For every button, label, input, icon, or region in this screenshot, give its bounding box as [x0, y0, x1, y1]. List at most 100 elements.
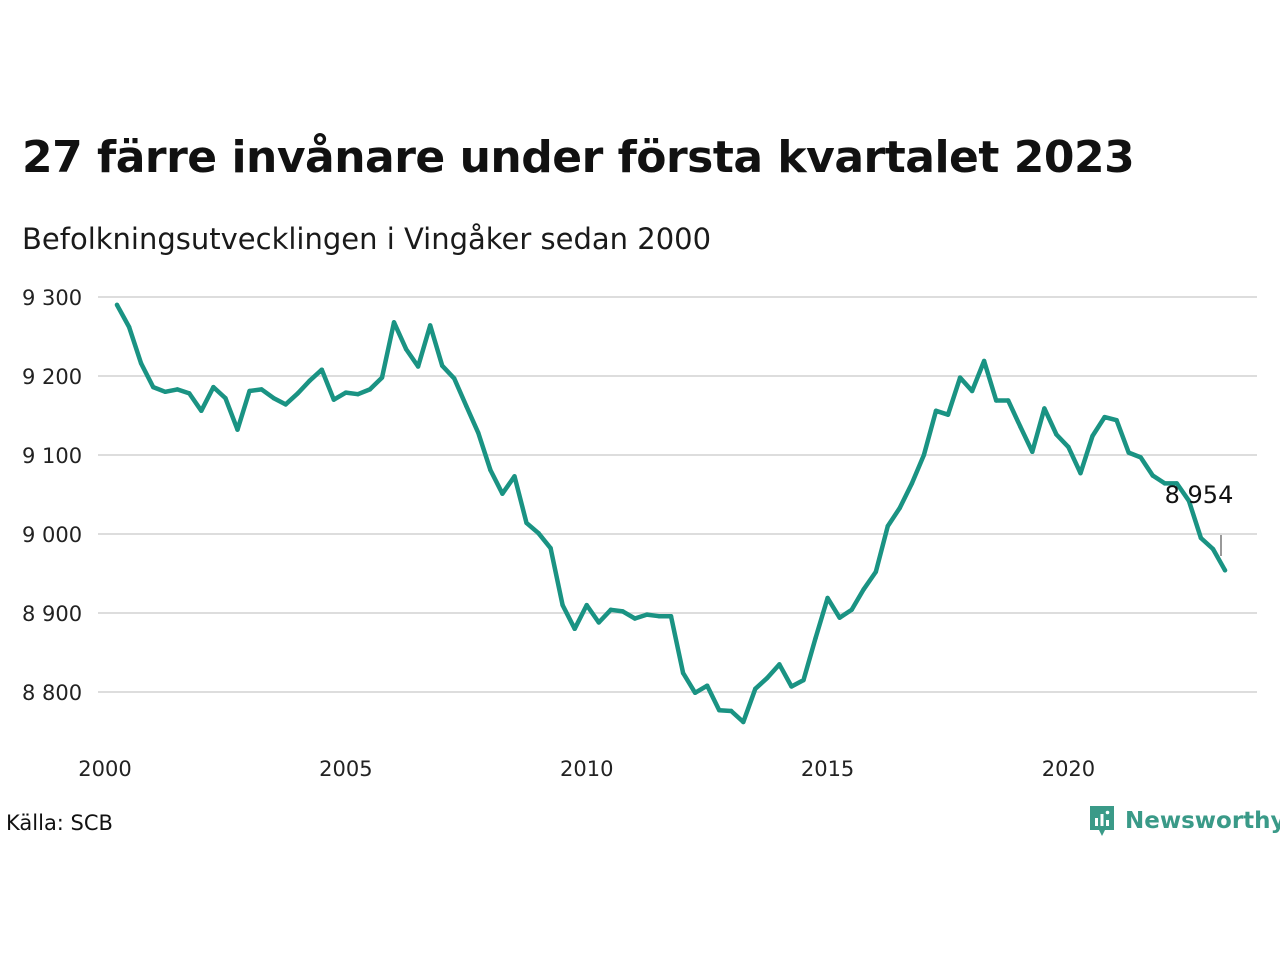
data-point	[1198, 535, 1204, 541]
data-point	[741, 719, 746, 725]
data-point	[391, 320, 397, 325]
data-point	[716, 707, 722, 713]
data-point	[512, 474, 517, 479]
data-point	[295, 391, 300, 396]
data-point	[440, 363, 445, 368]
data-point	[632, 616, 638, 621]
brand-name: Newsworthy	[1125, 808, 1280, 834]
data-points	[114, 302, 1228, 725]
data-point	[608, 607, 614, 613]
data-point	[969, 388, 975, 394]
brand-logo: Newsworthy	[1088, 804, 1280, 838]
y-tick-label: 9 000	[22, 523, 82, 547]
data-point	[114, 302, 120, 308]
data-point	[223, 395, 228, 401]
data-point	[427, 323, 433, 328]
data-point	[415, 364, 421, 369]
data-point	[861, 587, 866, 592]
data-point	[476, 430, 481, 436]
data-point	[163, 389, 168, 394]
data-point	[259, 387, 264, 392]
data-point	[1174, 481, 1180, 486]
data-point	[524, 520, 529, 526]
data-point	[307, 378, 312, 383]
data-point	[1210, 546, 1216, 552]
data-point	[885, 523, 890, 529]
data-point	[945, 412, 951, 417]
data-point	[452, 376, 457, 381]
data-point	[873, 569, 878, 575]
data-point	[548, 546, 553, 551]
data-point	[1066, 444, 1071, 450]
data-point	[957, 375, 963, 380]
data-point	[921, 452, 927, 458]
data-point	[488, 467, 493, 473]
data-point	[1006, 398, 1011, 403]
x-tick-label: 2000	[78, 757, 131, 781]
data-point	[367, 387, 373, 392]
data-point	[644, 612, 650, 617]
chart-subtitle: Befolkningsutvecklingen i Vingåker sedan…	[22, 222, 712, 256]
data-point	[1042, 406, 1047, 411]
data-point	[464, 403, 469, 409]
end-value-label: 8 954	[1165, 481, 1234, 509]
series-layer	[114, 302, 1228, 725]
data-point	[668, 613, 674, 619]
data-point	[500, 491, 505, 496]
source-note: Källa: SCB	[6, 811, 113, 835]
data-point	[283, 402, 288, 407]
x-tick-label: 2005	[319, 757, 372, 781]
data-point	[620, 609, 626, 614]
data-point	[897, 505, 903, 511]
data-point	[1222, 568, 1228, 573]
end-annotation: 8 954	[1165, 481, 1234, 556]
data-point	[656, 613, 662, 619]
data-point	[355, 391, 361, 397]
data-point	[1186, 498, 1192, 504]
data-point	[933, 408, 939, 413]
data-point	[343, 390, 349, 395]
data-point	[789, 684, 794, 689]
data-point	[1054, 432, 1059, 437]
data-point	[801, 677, 806, 683]
data-point	[271, 395, 276, 401]
y-tick-label: 9 200	[22, 365, 82, 389]
data-point	[138, 361, 144, 366]
y-tick-label: 8 800	[22, 681, 82, 705]
x-tick-label: 2020	[1042, 757, 1095, 781]
data-point	[235, 427, 240, 432]
data-point	[813, 636, 818, 641]
data-point	[572, 626, 577, 631]
y-tick-label: 8 900	[22, 602, 82, 626]
data-point	[536, 531, 541, 536]
data-point	[1078, 470, 1083, 476]
data-point	[680, 670, 686, 676]
data-point	[825, 595, 830, 601]
data-point	[765, 675, 770, 680]
data-point	[247, 388, 252, 394]
grid-lines	[98, 296, 1257, 693]
data-point	[1090, 433, 1095, 439]
chart-title: 27 färre invånare under första kvartalet…	[22, 132, 1135, 183]
data-point	[753, 686, 758, 692]
y-axis-tick-labels: 8 800 8 900 9 000 9 100 9 200 9 300	[22, 286, 82, 705]
data-point	[596, 620, 601, 625]
data-point	[199, 408, 204, 413]
data-point	[909, 481, 915, 486]
data-point	[1138, 455, 1143, 460]
data-point	[981, 358, 987, 364]
data-point	[319, 367, 324, 372]
data-point	[777, 662, 782, 667]
data-point	[1114, 418, 1119, 423]
data-point	[126, 324, 132, 330]
data-point	[729, 708, 734, 714]
x-tick-label: 2010	[560, 757, 613, 781]
data-point	[993, 398, 999, 403]
newsworthy-logo-icon	[1090, 806, 1114, 836]
data-point	[379, 375, 385, 380]
data-point	[1126, 450, 1131, 455]
data-point	[403, 346, 409, 352]
x-axis-tick-labels: 2000 2005 2010 2015 2020	[78, 757, 1095, 781]
x-tick-label: 2015	[801, 757, 854, 781]
data-point	[584, 602, 589, 608]
